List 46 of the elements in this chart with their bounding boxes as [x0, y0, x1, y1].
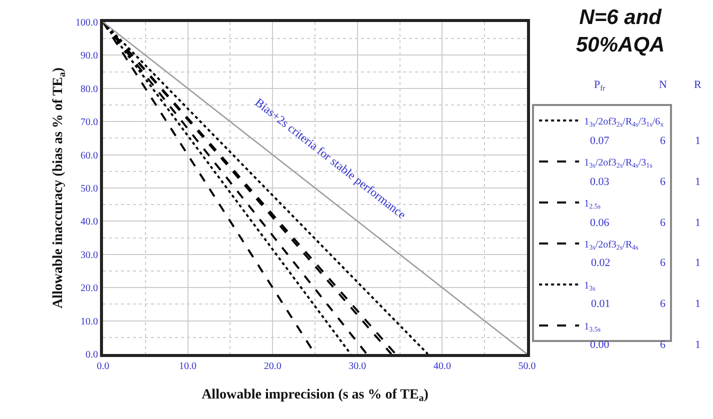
y-tick-label: 60.0 [80, 150, 98, 162]
text: 0.02 [591, 257, 610, 269]
text: 0.00 [590, 339, 610, 351]
text: R [694, 79, 702, 91]
text: 6 [660, 217, 666, 229]
text: 0.03 [590, 176, 610, 188]
y-tick-label: 20.0 [80, 283, 98, 294]
text: 6 [660, 176, 666, 188]
text: 0.06 [590, 217, 610, 229]
legend-label: 1$_{3s}$/2of3$_{2s}$/R$_{4s}$/3$_{1s}$ [584, 157, 653, 170]
y-tick-label: 40.0 [80, 216, 98, 228]
text: 1 [695, 339, 700, 351]
text: 1 [695, 135, 700, 147]
text: 1 [695, 217, 700, 229]
text: 0.01 [591, 298, 610, 310]
x-axis-title: Allowable imprecision (s as % of TE$_{a}$) [202, 387, 429, 404]
y-tick-label: 30.0 [80, 250, 98, 261]
x-tick-label: 20.0 [264, 361, 282, 372]
legend-label: 1$_{3.5s}$ [584, 321, 601, 334]
x-tick-label: 40.0 [433, 361, 451, 372]
text: 6 [660, 135, 666, 147]
y-tick-label: 90.0 [80, 50, 98, 62]
legend-label: 1$_{3s}$/2of3$_{2s}$/R$_{4s}$ [584, 239, 639, 252]
text: 1 [695, 176, 700, 188]
x-tick-label: 0.0 [96, 361, 110, 372]
text: N [659, 79, 667, 91]
x-tick-label: 50.0 [518, 361, 536, 372]
text: 1 [695, 298, 700, 310]
text: P$_{fr}$ [594, 79, 606, 92]
y-tick-label: 100.0 [76, 18, 98, 28]
y-tick-label: 0.0 [86, 350, 98, 360]
text: 1$_{3s}$/2of3$_{2s}$/R$_{4s}$/3$_{1s}$/6$_{x}$ [584, 116, 664, 128]
text: 6 [660, 298, 666, 310]
x-tick-label: 30.0 [348, 361, 366, 372]
legend-label: 1$_{2.5s}$ [584, 198, 601, 210]
text: 6 [660, 257, 666, 269]
text: 6 [660, 339, 666, 351]
y-tick-label: 70.0 [80, 117, 98, 128]
legend-label: 1$_{3s}$ [584, 280, 596, 292]
text: 0.07 [590, 135, 610, 147]
x-tick-label: 10.0 [179, 361, 197, 372]
y-tick-label: 50.0 [80, 184, 98, 194]
text: N=6 and 50%AQA [576, 6, 665, 56]
y-tick-label: 80.0 [80, 84, 98, 95]
y-tick-label: 10.0 [80, 316, 98, 328]
text: 1 [695, 257, 700, 269]
